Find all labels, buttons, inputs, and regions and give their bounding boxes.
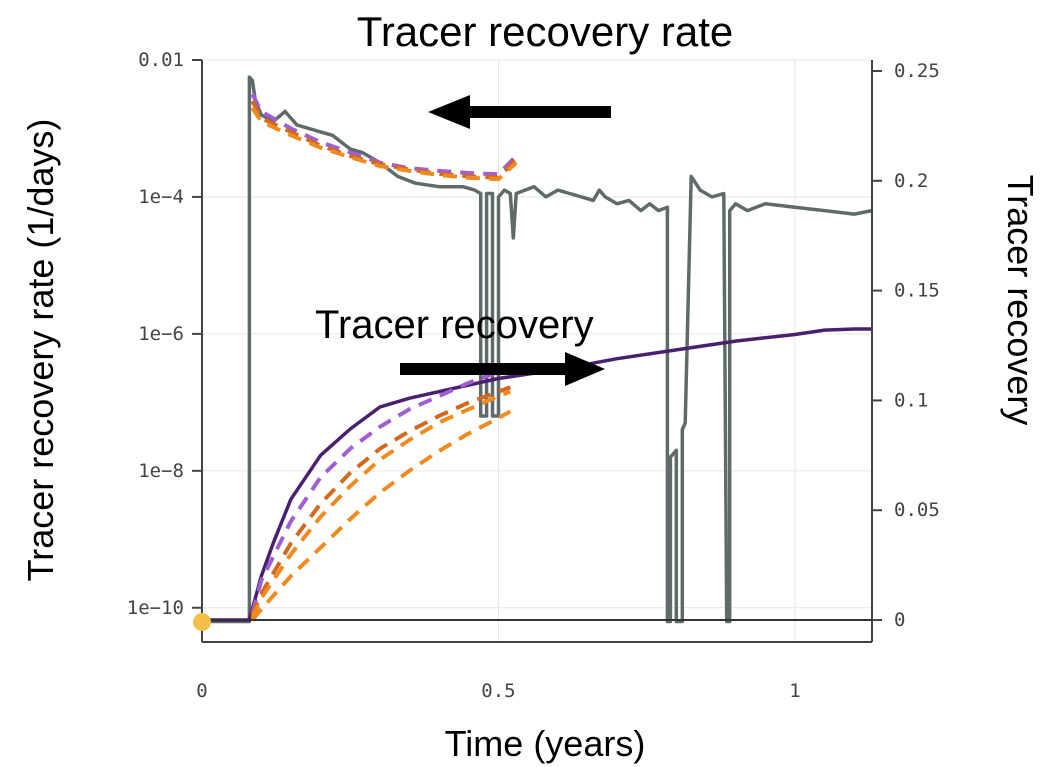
grid (201, 59, 872, 642)
y-left-tick-label: 0.01 (138, 49, 184, 71)
rate-series-line (250, 106, 518, 182)
ticks: 0 0.5 1 0.01 1e−4 1e−6 1e−8 1e−10 0 0.05 0.1 0.15 0.… (127, 49, 940, 702)
recovery-series-line (202, 327, 872, 622)
y-right-tick-label: 0 (894, 609, 905, 631)
start-marker (193, 613, 211, 631)
chart-title: Tracer recovery rate (357, 8, 734, 55)
y-right-tick-label: 0.1 (894, 389, 928, 411)
x-tick-label: 0.5 (481, 680, 515, 702)
x-axis-title: Time (years) (445, 723, 646, 764)
series-layer (202, 75, 873, 624)
x-tick-label: 1 (789, 680, 800, 702)
axes (201, 60, 873, 643)
y-right-tick-label: 0.2 (894, 170, 928, 192)
y-left-tick-label: 1e−4 (138, 186, 184, 208)
y-axis-left-title: Tracer recovery rate (1/days) (20, 119, 61, 582)
rate-series-line (202, 75, 873, 624)
left-arrow (428, 95, 611, 129)
recovery-series-line (250, 409, 512, 622)
recovery-series-line (250, 385, 511, 617)
y-right-tick-label: 0.15 (894, 280, 940, 302)
right-arrow (400, 352, 605, 386)
y-right-tick-label: 0.25 (894, 60, 940, 82)
x-tick-label: 0 (196, 680, 207, 702)
recovery-series-line (250, 389, 511, 619)
y-left-tick-label: 1e−10 (127, 597, 184, 619)
recovery-annotation: Tracer recovery (315, 303, 594, 347)
y-left-tick-label: 1e−8 (138, 460, 184, 482)
recovery-series-line (250, 365, 511, 614)
y-axis-right-title: Tracer recovery (1000, 175, 1041, 426)
y-right-tick-label: 0.05 (894, 499, 940, 521)
y-left-tick-label: 1e−6 (138, 323, 184, 345)
